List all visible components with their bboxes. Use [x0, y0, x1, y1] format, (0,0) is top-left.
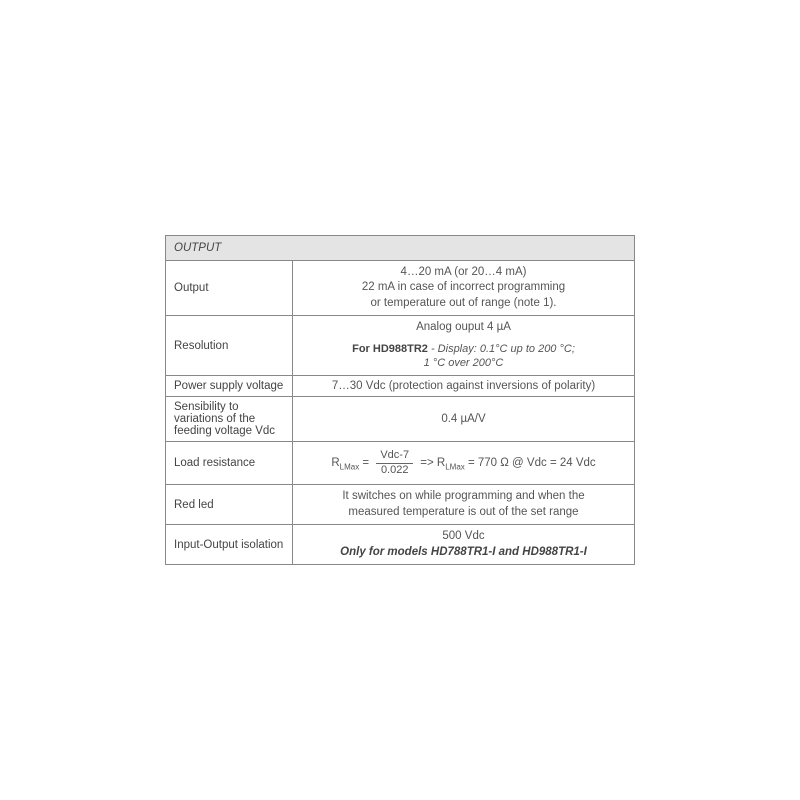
value-resolution: Analog ouput 4 µA For HD988TR2 - Display…	[293, 316, 635, 376]
row-sensibility: Sensibility to variations of the feeding…	[166, 397, 635, 442]
output-line2: 22 mA in case of incorrect programming	[362, 281, 565, 293]
row-redled: Red led It switches on while programming…	[166, 485, 635, 525]
isolation-line2: Only for models HD788TR1-I and HD988TR1-…	[340, 546, 587, 558]
value-redled: It switches on while programming and whe…	[293, 485, 635, 525]
value-output: 4…20 mA (or 20…4 mA) 22 mA in case of in…	[293, 260, 635, 316]
output-spec-table: OUTPUT Output 4…20 mA (or 20…4 mA) 22 mA…	[165, 235, 635, 566]
row-output: Output 4…20 mA (or 20…4 mA) 22 mA in cas…	[166, 260, 635, 316]
redled-line1: It switches on while programming and whe…	[342, 490, 584, 502]
row-load: Load resistance RLMax = Vdc-7 0.022 => R…	[166, 442, 635, 485]
resolution-for-label: For HD988TR2	[352, 343, 428, 355]
resolution-for: For HD988TR2 - Display: 0.1°C up to 200 …	[301, 342, 626, 372]
row-resolution: Resolution Analog ouput 4 µA For HD988TR…	[166, 316, 635, 376]
label-isolation: Input-Output isolation	[166, 525, 293, 565]
output-line1: 4…20 mA (or 20…4 mA)	[401, 266, 527, 278]
value-isolation: 500 Vdc Only for models HD788TR1-I and H…	[293, 525, 635, 565]
load-arrow-sub: LMax	[445, 463, 465, 472]
label-load: Load resistance	[166, 442, 293, 485]
load-frac-num: Vdc-7	[376, 450, 413, 464]
row-isolation: Input-Output isolation 500 Vdc Only for …	[166, 525, 635, 565]
load-r-sub: LMax	[340, 463, 360, 472]
table-header: OUTPUT	[166, 235, 635, 260]
load-tail: = 770 Ω @ Vdc = 24 Vdc	[465, 457, 596, 469]
load-arrow: => R	[420, 457, 445, 469]
label-psu: Power supply voltage	[166, 376, 293, 397]
redled-line2: measured temperature is out of the set r…	[348, 506, 578, 518]
value-sensibility: 0.4 µA/V	[293, 397, 635, 442]
load-r: R	[331, 457, 339, 469]
label-redled: Red led	[166, 485, 293, 525]
resolution-for-text-2: 1 °C over 200°C	[424, 357, 504, 369]
label-resolution: Resolution	[166, 316, 293, 376]
load-eq: =	[359, 457, 372, 469]
resolution-analog: Analog ouput 4 µA	[301, 320, 626, 336]
table-header-row: OUTPUT	[166, 235, 635, 260]
output-line3: or temperature out of range (note 1).	[370, 297, 556, 309]
isolation-line1: 500 Vdc	[442, 530, 484, 542]
resolution-for-text-1: - Display: 0.1°C up to 200 °C;	[428, 343, 575, 355]
label-output: Output	[166, 260, 293, 316]
row-psu: Power supply voltage 7…30 Vdc (protectio…	[166, 376, 635, 397]
value-psu: 7…30 Vdc (protection against inversions …	[293, 376, 635, 397]
load-fraction: Vdc-7 0.022	[376, 450, 413, 476]
value-load: RLMax = Vdc-7 0.022 => RLMax = 770 Ω @ V…	[293, 442, 635, 485]
load-frac-den: 0.022	[376, 464, 413, 477]
label-sensibility: Sensibility to variations of the feeding…	[166, 397, 293, 442]
